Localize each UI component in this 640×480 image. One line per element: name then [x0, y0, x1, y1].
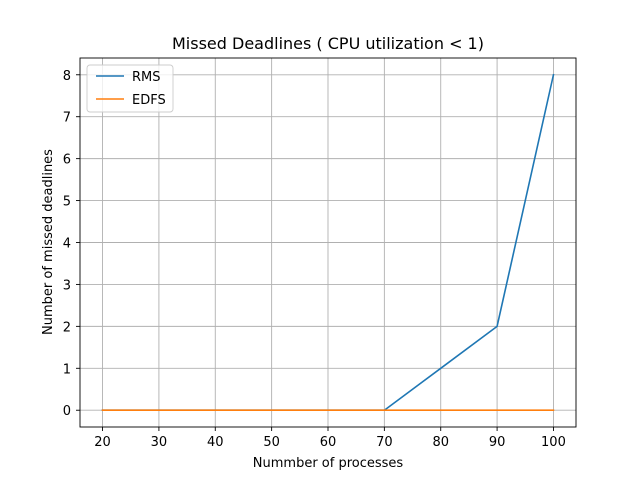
x-tick-label: 70 [376, 435, 393, 450]
y-tick-label: 6 [63, 153, 71, 168]
y-tick-label: 7 [63, 111, 71, 126]
y-tick-label: 5 [63, 195, 71, 210]
x-tick-label: 60 [320, 435, 337, 450]
y-tick-label: 0 [63, 404, 71, 419]
x-tick-label: 80 [432, 435, 449, 450]
y-tick-label: 8 [63, 69, 71, 84]
y-tick-label: 1 [63, 362, 71, 377]
x-axis-label: Nummber of processes [253, 456, 404, 471]
x-tick-label: 90 [489, 435, 506, 450]
series-layer [101, 73, 555, 412]
chart-title: Missed Deadlines ( CPU utilization < 1) [172, 34, 484, 53]
y-axis: 0 1 2 3 4 5 6 7 8 [63, 69, 80, 419]
y-axis-label: Number of missed deadlines [41, 149, 56, 335]
x-tick-label: 40 [207, 435, 224, 450]
x-tick-label: 30 [151, 435, 168, 450]
legend-label-rms: RMS [132, 70, 161, 85]
x-tick-label: 20 [94, 435, 111, 450]
y-tick-label: 4 [63, 237, 71, 252]
x-tick-label: 50 [263, 435, 280, 450]
legend: RMS EDFS [86, 64, 174, 113]
y-tick-label: 3 [63, 278, 71, 293]
legend-label-edfs: EDFS [132, 93, 166, 108]
x-axis: 20 30 40 50 60 70 80 90 100 [94, 427, 566, 450]
x-tick-label: 100 [541, 435, 566, 450]
y-tick-label: 2 [63, 320, 71, 335]
